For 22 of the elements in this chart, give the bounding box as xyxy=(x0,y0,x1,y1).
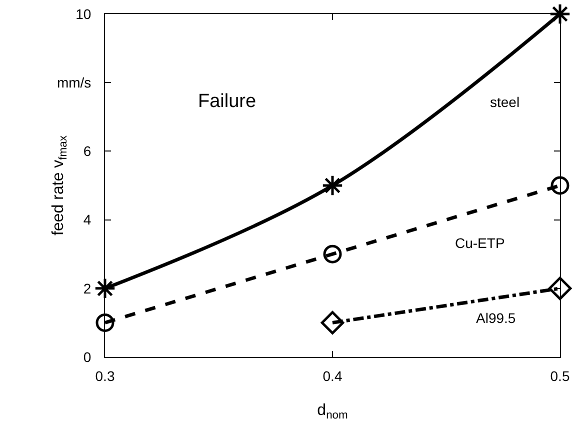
y-tick-label: 2 xyxy=(83,280,92,296)
point xyxy=(322,174,344,196)
x-tick-label: 0.5 xyxy=(550,368,570,384)
series-label: Al99.5 xyxy=(476,310,516,326)
point xyxy=(323,244,342,264)
x-axis-title: d$_{nom}$ xyxy=(317,402,348,422)
point xyxy=(96,313,114,332)
point xyxy=(320,311,344,334)
y-tick-label: 6 xyxy=(83,143,92,160)
point xyxy=(548,276,572,300)
y-tick-label: 4 xyxy=(83,212,92,228)
y-tick-label: 0 xyxy=(83,348,92,365)
point xyxy=(549,3,571,25)
x-tick-label: 0.3 xyxy=(95,368,115,384)
series-label: Cu-ETP xyxy=(455,235,505,251)
point xyxy=(550,176,570,195)
y-tick-label: 10 xyxy=(76,6,92,22)
point xyxy=(94,278,116,300)
x-tick-label: 0.4 xyxy=(322,368,342,384)
y-tick-label: mm/s xyxy=(56,74,92,90)
annotation: Failure xyxy=(198,91,256,112)
series-label: steel xyxy=(490,94,520,110)
